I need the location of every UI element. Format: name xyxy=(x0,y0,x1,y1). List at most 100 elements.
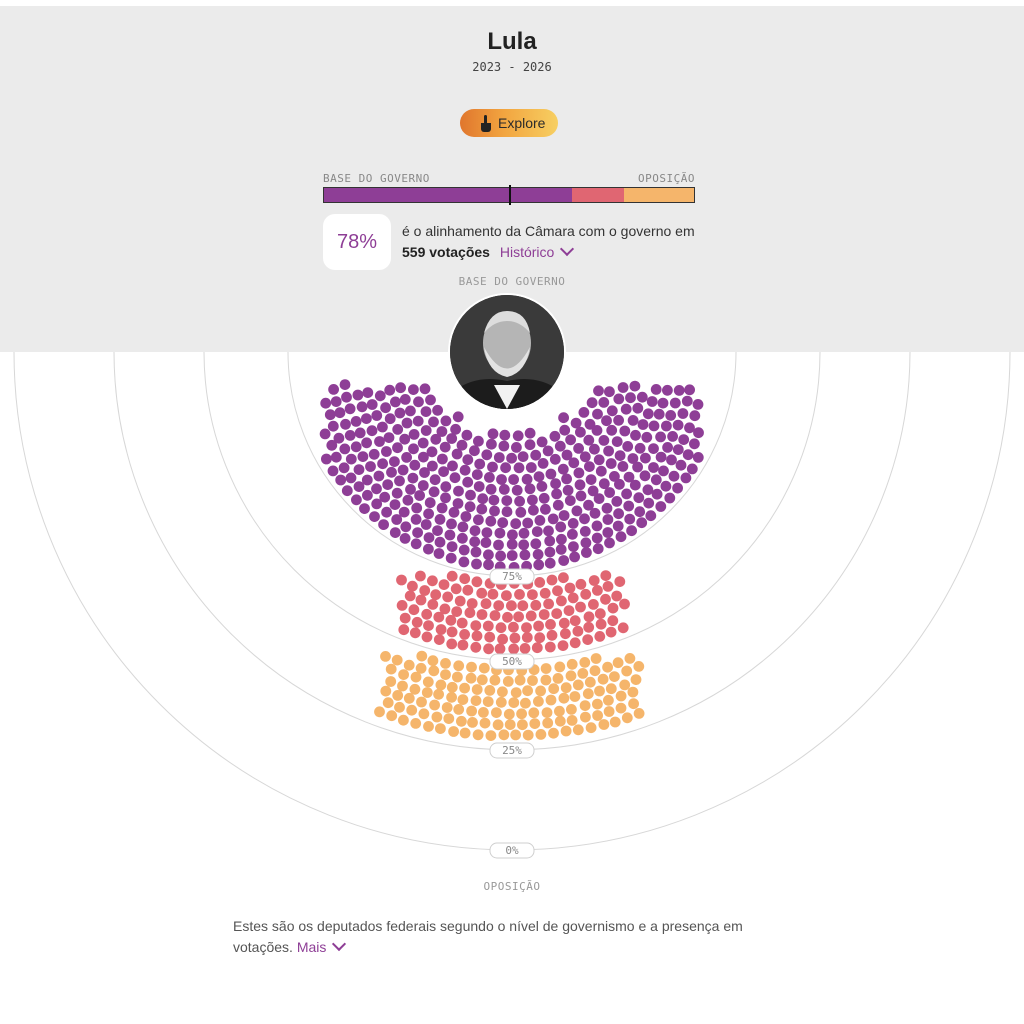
dot-opposition xyxy=(615,702,627,714)
dot-base xyxy=(386,466,397,478)
dot-base xyxy=(602,514,614,525)
dot-opposition xyxy=(621,712,633,724)
dot-base xyxy=(473,514,484,526)
dot-base xyxy=(381,506,392,518)
dot-base xyxy=(621,488,632,500)
dot-base xyxy=(371,498,383,510)
dot-base xyxy=(357,451,369,462)
dot-base xyxy=(391,487,403,499)
dot-base xyxy=(642,484,654,496)
dot-opposition xyxy=(627,686,639,698)
dot-middle xyxy=(607,602,619,614)
dot-middle xyxy=(534,632,546,644)
dot-opposition xyxy=(478,707,489,718)
dot-base xyxy=(339,443,351,455)
dot-base xyxy=(493,539,504,551)
dot-middle xyxy=(558,572,569,584)
dot-opposition xyxy=(510,687,522,698)
dot-base xyxy=(507,529,518,541)
dot-opposition xyxy=(528,707,540,719)
explore-button[interactable]: Explore xyxy=(460,109,558,137)
dot-base xyxy=(524,427,536,439)
dot-base xyxy=(573,443,584,454)
dot-base xyxy=(561,473,572,485)
dot-middle xyxy=(419,585,431,596)
dot-opposition xyxy=(541,707,553,718)
dot-middle xyxy=(497,633,508,645)
dot-base xyxy=(677,408,689,419)
dot-opposition xyxy=(504,719,516,730)
dot-opposition xyxy=(522,685,533,697)
dot-base xyxy=(420,519,432,530)
ring-label: 0% xyxy=(505,844,519,857)
dot-opposition xyxy=(380,685,392,697)
dot-base xyxy=(389,456,400,467)
dot-base xyxy=(518,539,530,551)
dot-base xyxy=(378,519,389,530)
dot-base xyxy=(419,383,431,395)
dot-base xyxy=(692,452,704,463)
dot-base xyxy=(528,504,539,516)
dot-base xyxy=(627,453,639,464)
more-link[interactable]: Mais xyxy=(297,936,347,955)
dot-middle xyxy=(600,593,611,605)
dot-middle xyxy=(583,611,595,623)
dot-base xyxy=(613,414,624,426)
dot-base xyxy=(399,533,411,544)
dot-base xyxy=(603,445,614,457)
dot-base xyxy=(519,549,531,561)
dot-base xyxy=(330,451,342,463)
dot-middle xyxy=(534,577,546,588)
dot-opposition xyxy=(548,727,559,739)
dot-middle xyxy=(508,621,519,633)
scale-labels: BASE DO GOVERNO OPOSIÇÃO xyxy=(323,172,695,185)
dot-base xyxy=(627,415,639,426)
history-link[interactable]: Histórico xyxy=(500,241,575,260)
dot-base xyxy=(601,502,613,514)
dot-base xyxy=(369,511,380,522)
dot-base xyxy=(474,458,486,470)
dot-middle xyxy=(421,608,433,620)
dot-base xyxy=(552,499,564,511)
dot-base xyxy=(345,472,357,484)
dot-base xyxy=(434,536,446,548)
dot-middle xyxy=(484,631,496,643)
dot-opposition xyxy=(374,706,385,718)
dot-middle xyxy=(567,592,579,604)
dot-middle xyxy=(398,624,410,636)
dot-base xyxy=(574,479,586,491)
dot-base xyxy=(333,432,345,444)
dot-base xyxy=(672,419,684,431)
dot-base xyxy=(598,397,610,408)
dot-base xyxy=(620,403,632,415)
dot-middle xyxy=(564,582,576,594)
dot-base xyxy=(613,508,624,520)
dot-opposition xyxy=(579,700,591,711)
president-avatar xyxy=(450,295,564,409)
dot-base xyxy=(473,481,485,492)
dot-base xyxy=(432,525,443,536)
dot-middle xyxy=(509,632,521,644)
dot-opposition xyxy=(560,682,572,694)
dot-base xyxy=(350,441,362,453)
dot-base xyxy=(411,502,423,514)
dot-base xyxy=(537,458,549,469)
dot-base xyxy=(420,406,432,417)
dot-base xyxy=(425,394,436,406)
dot-base xyxy=(489,505,500,517)
dot-base xyxy=(648,443,659,454)
dot-base xyxy=(433,548,445,559)
dot-middle xyxy=(483,643,494,655)
dot-middle xyxy=(464,607,476,619)
dot-base xyxy=(450,423,461,435)
dot-middle xyxy=(583,621,595,633)
dot-base xyxy=(350,416,362,427)
dot-base xyxy=(684,384,695,396)
hand-pointer-icon xyxy=(481,115,491,132)
dot-base xyxy=(604,487,615,498)
dot-base xyxy=(458,544,470,556)
dot-opposition xyxy=(484,685,496,696)
bar-marker xyxy=(509,185,511,205)
dot-base xyxy=(414,490,425,501)
dot-base xyxy=(469,525,481,537)
